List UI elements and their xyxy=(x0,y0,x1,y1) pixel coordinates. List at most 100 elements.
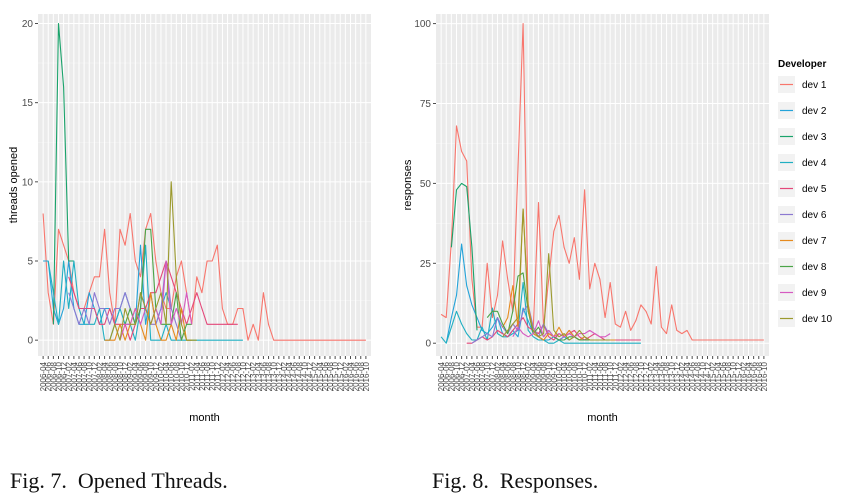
x-tick-label: 2006-04 xyxy=(437,361,446,391)
legend-label: dev 9 xyxy=(802,288,827,299)
x-tick-label: 2016-04 xyxy=(745,361,754,391)
x-tick-label: 2010-12 xyxy=(581,361,590,391)
x-tick-label: 2008-06 xyxy=(504,361,513,391)
x-tick-label: 2012-12 xyxy=(244,361,253,391)
legend-label: dev 4 xyxy=(802,158,827,169)
x-tick-label: 2010-06 xyxy=(167,361,176,391)
series-line-dev-3 xyxy=(52,22,74,325)
y-tick-label: 20 xyxy=(22,19,34,30)
series-line-dev-1 xyxy=(42,212,366,341)
x-tick-label: 2015-08 xyxy=(724,361,733,391)
x-tick-label: 2007-12 xyxy=(488,361,497,391)
threads-gridlines xyxy=(38,14,371,356)
developer-legend: Developer dev 1 dev 2 dev 3 dev 4 dev 5 dev 6… xyxy=(778,59,832,327)
threads-axes: 0 5 10 15 20 2006-042006-062006-082006-102006… xyxy=(22,19,371,391)
x-tick-label: 2015-06 xyxy=(719,361,728,391)
x-tick-label: 2012-10 xyxy=(239,361,248,391)
responses-axes: 02550751002006-042006-062006-082006-1020… xyxy=(414,19,769,391)
x-tick-label: 2014-10 xyxy=(698,361,707,391)
x-tick-label: 2014-08 xyxy=(693,361,702,391)
series-line-dev-1 xyxy=(440,23,764,341)
series-line-dev-10 xyxy=(502,208,611,341)
x-tick-label: 2007-08 xyxy=(80,361,89,391)
x-tick-label: 2006-12 xyxy=(458,361,467,391)
x-tick-label: 2009-10 xyxy=(147,361,156,391)
x-tick-label: 2008-04 xyxy=(101,361,110,391)
x-tick-label: 2014-12 xyxy=(704,361,713,391)
x-tick-label: 2011-04 xyxy=(193,361,202,390)
series-line-dev-5 xyxy=(68,260,238,341)
legend-label: dev 6 xyxy=(802,210,827,221)
x-tick-label: 2010-04 xyxy=(560,361,569,391)
x-tick-label: 2009-08 xyxy=(540,361,549,391)
responses-x-axis-title: month xyxy=(587,412,618,424)
y-tick-label: 25 xyxy=(420,259,432,270)
x-tick-label: 2011-10 xyxy=(208,361,217,390)
x-tick-label: 2016-02 xyxy=(341,361,350,391)
x-tick-label: 2012-06 xyxy=(627,361,636,391)
x-tick-label: 2009-06 xyxy=(534,361,543,391)
x-tick-label: 2009-12 xyxy=(152,361,161,391)
x-tick-label: 2011-02 xyxy=(586,361,595,390)
x-tick-label: 2009-12 xyxy=(550,361,559,391)
x-tick-label: 2013-10 xyxy=(668,361,677,391)
x-tick-label: 2014-10 xyxy=(300,361,309,391)
x-tick-label: 2012-08 xyxy=(632,361,641,391)
legend-label: dev 7 xyxy=(802,236,827,247)
x-tick-label: 2013-12 xyxy=(275,361,284,391)
x-tick-label: 2015-12 xyxy=(336,361,345,391)
threads-series-layer xyxy=(42,22,366,341)
x-tick-label: 2008-08 xyxy=(111,361,120,391)
x-tick-label: 2010-12 xyxy=(183,361,192,391)
x-tick-label: 2016-04 xyxy=(347,361,356,391)
x-tick-label: 2010-04 xyxy=(162,361,171,391)
x-tick-label: 2013-08 xyxy=(663,361,672,391)
x-tick-label: 2015-10 xyxy=(729,361,738,391)
x-tick-label: 2012-12 xyxy=(642,361,651,391)
x-tick-label: 2015-10 xyxy=(331,361,340,391)
x-tick-label: 2007-04 xyxy=(468,361,477,391)
x-tick-label: 2016-08 xyxy=(357,361,366,391)
series-line-dev-4 xyxy=(440,281,641,344)
x-tick-label: 2008-10 xyxy=(116,361,125,391)
y-tick-label: 0 xyxy=(425,339,431,350)
x-tick-label: 2013-12 xyxy=(673,361,682,391)
x-tick-label: 2007-06 xyxy=(75,361,84,391)
threads-plot-panel xyxy=(38,14,371,356)
x-tick-label: 2014-06 xyxy=(290,361,299,391)
x-tick-label: 2007-02 xyxy=(65,361,74,391)
series-line-dev-6 xyxy=(68,260,182,341)
x-tick-label: 2006-04 xyxy=(39,361,48,391)
x-tick-label: 2015-06 xyxy=(321,361,330,391)
legend-label: dev 3 xyxy=(802,132,827,143)
x-tick-label: 2007-10 xyxy=(85,361,94,391)
y-tick-label: 15 xyxy=(22,98,34,109)
x-tick-label: 2007-10 xyxy=(483,361,492,391)
x-tick-label: 2007-04 xyxy=(70,361,79,391)
x-tick-label: 2009-02 xyxy=(126,361,135,391)
x-tick-label: 2012-02 xyxy=(218,361,227,391)
x-tick-label: 2012-10 xyxy=(637,361,646,391)
x-tick-label: 2014-02 xyxy=(678,361,687,391)
y-tick-label: 10 xyxy=(22,177,34,188)
y-tick-label: 5 xyxy=(27,257,33,268)
legend-label: dev 2 xyxy=(802,106,827,117)
x-tick-label: 2012-08 xyxy=(234,361,243,391)
x-tick-label: 2011-04 xyxy=(591,361,600,390)
x-tick-label: 2013-02 xyxy=(249,361,258,391)
x-tick-label: 2015-12 xyxy=(734,361,743,391)
x-tick-label: 2015-08 xyxy=(326,361,335,391)
x-tick-label: 2007-06 xyxy=(473,361,482,391)
x-tick-label: 2006-10 xyxy=(54,361,63,391)
responses-series-layer xyxy=(440,23,764,344)
x-tick-label: 2010-08 xyxy=(172,361,181,391)
x-tick-label: 2011-12 xyxy=(611,361,620,390)
y-tick-label: 0 xyxy=(27,336,33,347)
x-tick-label: 2016-10 xyxy=(760,361,769,391)
x-tick-label: 2011-10 xyxy=(606,361,615,390)
x-tick-label: 2006-06 xyxy=(44,361,53,391)
x-tick-label: 2008-08 xyxy=(509,361,518,391)
x-tick-label: 2015-02 xyxy=(311,361,320,391)
responses-y-axis-title: responses xyxy=(402,159,414,210)
